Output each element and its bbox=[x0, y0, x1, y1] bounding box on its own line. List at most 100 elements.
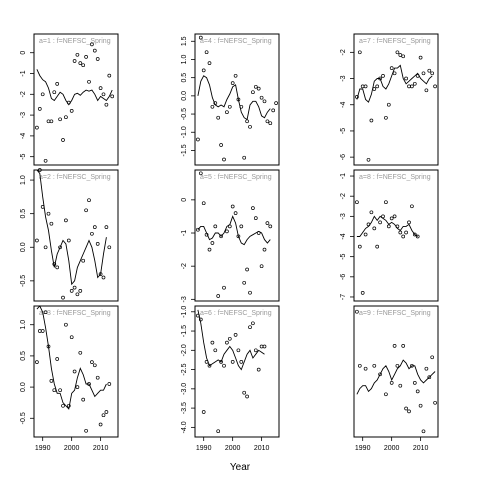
data-point bbox=[213, 224, 218, 229]
y-tick-label: -0.5 bbox=[20, 412, 27, 424]
data-point bbox=[81, 258, 86, 263]
data-point bbox=[49, 379, 54, 383]
data-point bbox=[204, 50, 209, 55]
data-point bbox=[415, 74, 420, 78]
data-point bbox=[40, 92, 45, 97]
y-tick-label: -0.5 bbox=[181, 108, 188, 120]
data-point bbox=[66, 100, 71, 105]
data-point bbox=[386, 102, 391, 107]
data-point bbox=[219, 234, 223, 239]
data-point bbox=[46, 344, 51, 349]
data-point bbox=[262, 344, 267, 349]
data-point bbox=[355, 309, 359, 314]
fitted-line bbox=[356, 64, 433, 103]
data-point bbox=[98, 272, 103, 276]
data-point bbox=[227, 104, 232, 109]
data-point bbox=[375, 244, 380, 249]
data-point bbox=[404, 406, 408, 411]
y-tick-label: 0.5 bbox=[181, 73, 188, 83]
data-point bbox=[239, 104, 244, 109]
data-point bbox=[259, 344, 264, 349]
panel-frame bbox=[353, 305, 439, 438]
data-point bbox=[210, 241, 215, 245]
data-point bbox=[58, 388, 62, 393]
data-point bbox=[78, 289, 83, 293]
data-point bbox=[95, 57, 100, 61]
data-point bbox=[418, 55, 423, 60]
data-point bbox=[372, 226, 377, 231]
data-point bbox=[248, 124, 252, 129]
data-point bbox=[95, 242, 100, 246]
data-point bbox=[204, 232, 209, 237]
data-point bbox=[210, 104, 215, 109]
y-tick-label: -5 bbox=[20, 153, 27, 159]
data-point bbox=[366, 157, 371, 162]
panel-a3: a=3 : f=NEFSC_Spring 1.0 0.5 0.0 -0.5 1990 200… bbox=[20, 305, 119, 452]
data-point bbox=[43, 245, 48, 250]
data-point bbox=[401, 344, 406, 348]
data-point bbox=[61, 403, 65, 408]
data-point bbox=[233, 211, 238, 215]
x-tick-label: 1990 bbox=[35, 445, 51, 452]
y-tick-label: -1.5 bbox=[181, 325, 188, 337]
y-tick-label: -1 bbox=[20, 70, 27, 76]
data-point bbox=[274, 101, 278, 105]
data-point bbox=[69, 335, 74, 340]
data-point bbox=[225, 229, 229, 234]
data-point bbox=[381, 74, 385, 78]
data-point bbox=[37, 329, 42, 333]
data-point bbox=[37, 168, 42, 172]
data-point bbox=[407, 84, 411, 89]
data-point bbox=[222, 363, 226, 368]
data-point bbox=[69, 289, 74, 293]
y-tick-label: -2 bbox=[181, 263, 188, 269]
y-tick-label: -2 bbox=[20, 91, 27, 97]
panel-label: a=3 : f=NEFSC_Spring bbox=[39, 310, 111, 317]
panel-label: a=5 : f=NEFSC_Spring bbox=[200, 174, 272, 181]
data-point bbox=[78, 350, 83, 355]
fitted-line bbox=[356, 215, 418, 237]
data-point bbox=[265, 221, 270, 225]
y-tick-label: -4 bbox=[340, 233, 347, 239]
data-point bbox=[369, 118, 374, 123]
y-tick-label: -3 bbox=[181, 296, 188, 302]
data-point bbox=[92, 363, 97, 368]
data-point bbox=[64, 218, 68, 223]
panel-label: a=1 : f=NEFSC_Spring bbox=[39, 38, 111, 45]
data-point bbox=[90, 231, 94, 236]
data-point bbox=[404, 230, 408, 235]
x-tick-label: 2010 bbox=[93, 445, 109, 452]
data-point bbox=[72, 285, 77, 290]
data-point bbox=[98, 422, 103, 427]
data-point bbox=[415, 234, 420, 239]
data-point bbox=[207, 363, 212, 368]
panel-frame bbox=[353, 169, 439, 302]
data-point bbox=[90, 360, 94, 364]
y-tick-label: -1.0 bbox=[181, 126, 188, 138]
data-point bbox=[213, 348, 218, 353]
y-tick-label: 0 bbox=[181, 198, 188, 202]
y-tick-label: -2 bbox=[340, 193, 347, 199]
y-tick-label: -2 bbox=[340, 49, 347, 55]
y-tick-label: 0.0 bbox=[20, 242, 27, 252]
panel-label: a=6 : f=NEFSC_Spring bbox=[200, 310, 272, 317]
panel-label: a=9 : f=NEFSC_Spring bbox=[359, 310, 431, 317]
data-point bbox=[245, 394, 249, 399]
data-point bbox=[433, 400, 437, 405]
data-point bbox=[46, 119, 51, 124]
data-point bbox=[410, 363, 414, 368]
data-point bbox=[401, 234, 406, 239]
data-point bbox=[395, 50, 400, 55]
data-point bbox=[415, 389, 420, 394]
panel-a5: a=5 : f=NEFSC_Spring 0 -1 -2 -3 bbox=[181, 169, 280, 302]
y-tick-label: 1.5 bbox=[181, 36, 188, 46]
x-tick-label: 2000 bbox=[225, 445, 241, 452]
data-point bbox=[72, 59, 77, 63]
data-point bbox=[66, 238, 71, 243]
y-tick-label: 0.5 bbox=[20, 351, 27, 361]
data-point bbox=[104, 102, 109, 107]
x-tick-label: 2010 bbox=[413, 445, 429, 452]
y-tick-label: -4 bbox=[340, 102, 347, 108]
fitted-line bbox=[36, 305, 107, 410]
panel-frame bbox=[33, 305, 119, 438]
